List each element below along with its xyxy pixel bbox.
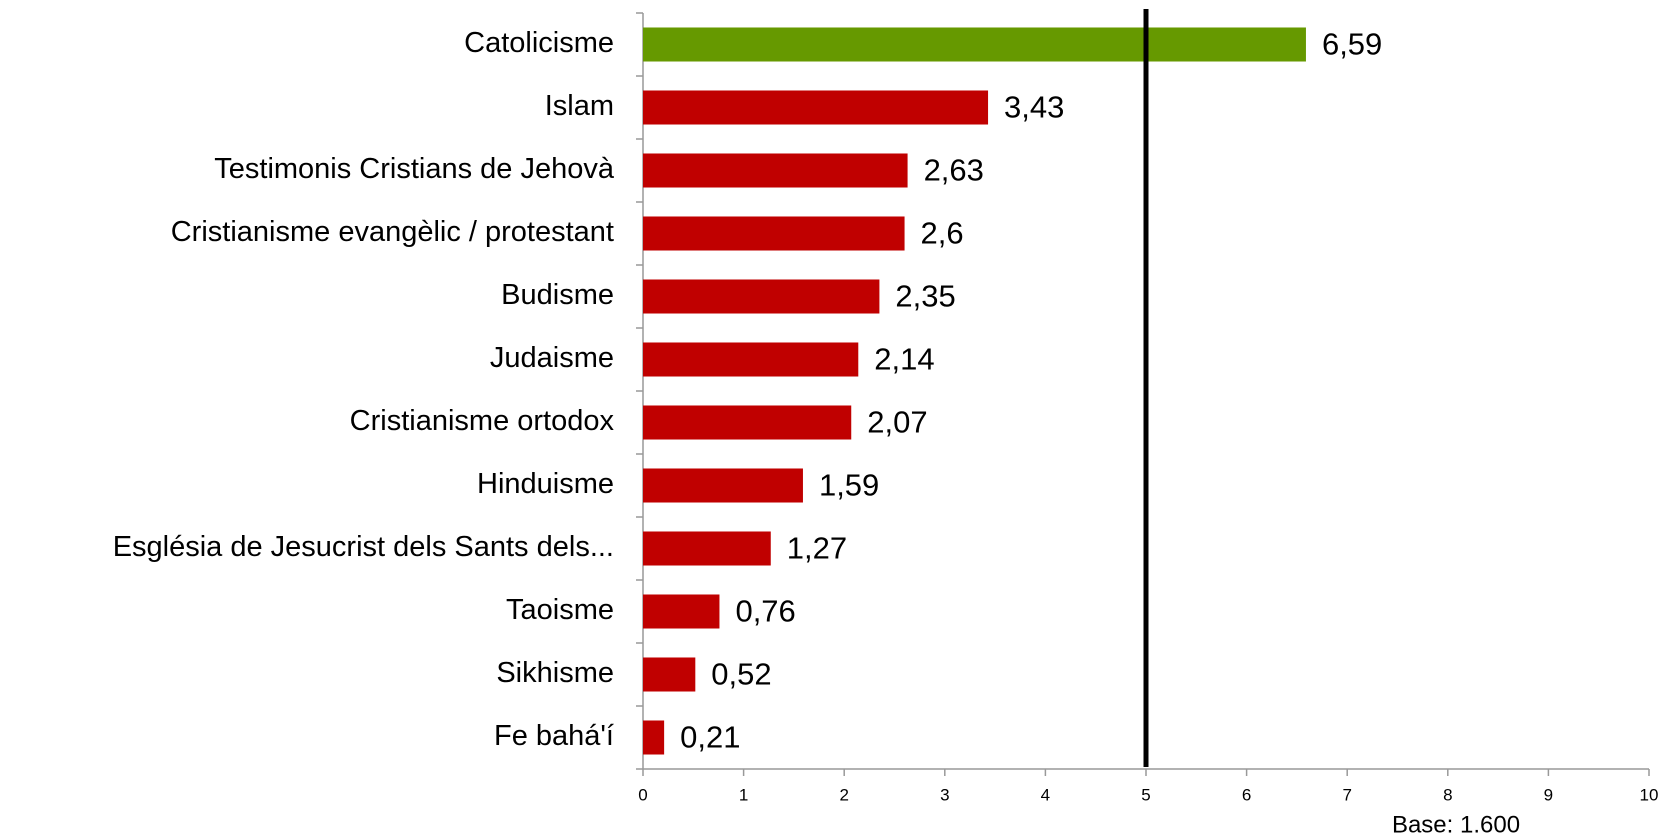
bar — [643, 720, 665, 755]
bar — [643, 594, 720, 629]
category-label: Fe bahá'í — [494, 720, 614, 752]
bar — [643, 531, 771, 566]
value-label: 0,76 — [735, 594, 795, 629]
value-label: 0,21 — [680, 720, 740, 755]
value-label: 1,59 — [819, 468, 879, 503]
category-label: Taoisme — [506, 594, 614, 626]
value-label: 3,43 — [1004, 90, 1064, 125]
value-label: 2,14 — [874, 342, 934, 377]
category-label: Judaisme — [490, 342, 614, 374]
annotation: Base: 1.600 — [1392, 811, 1520, 837]
value-label: 1,27 — [787, 531, 847, 566]
bar — [643, 342, 859, 377]
value-label: 2,07 — [867, 405, 927, 440]
bar — [643, 90, 989, 125]
value-label: 2,6 — [921, 216, 964, 251]
x-tick-label: 7 — [1342, 785, 1351, 804]
category-label: Testimonis Cristians de Jehovà — [214, 153, 615, 185]
category-label: Hinduisme — [477, 468, 614, 500]
value-label: 2,63 — [924, 153, 984, 188]
bar — [643, 657, 696, 692]
bar — [643, 405, 852, 440]
x-tick-label: 10 — [1640, 785, 1659, 804]
category-label: Budisme — [501, 279, 614, 311]
value-label: 2,35 — [895, 279, 955, 314]
category-label: Cristianisme evangèlic / protestant — [171, 216, 614, 248]
x-tick-label: 8 — [1443, 785, 1452, 804]
category-label: Catolicisme — [464, 27, 614, 59]
bar — [643, 216, 905, 251]
x-tick-label: 9 — [1544, 785, 1553, 804]
bar — [643, 153, 908, 188]
category-label: Cristianisme ortodox — [350, 405, 615, 437]
category-label: Sikhisme — [496, 657, 614, 689]
category-label: Islam — [545, 90, 614, 122]
category-label: Església de Jesucrist dels Sants dels... — [113, 531, 614, 563]
bar — [643, 27, 1306, 62]
x-tick-label: 1 — [739, 785, 748, 804]
value-label: 6,59 — [1322, 27, 1382, 62]
x-tick-label: 4 — [1041, 785, 1050, 804]
x-tick-label: 3 — [940, 785, 949, 804]
x-tick-label: 0 — [638, 785, 647, 804]
bar — [643, 279, 880, 314]
x-tick-label: 6 — [1242, 785, 1251, 804]
value-label: 0,52 — [711, 657, 771, 692]
x-tick-label: 2 — [839, 785, 848, 804]
bar — [643, 468, 803, 503]
x-tick-label: 5 — [1141, 785, 1150, 804]
